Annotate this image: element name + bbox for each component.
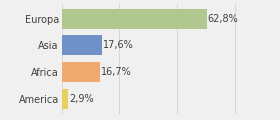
- Bar: [62, 35, 102, 55]
- Bar: [62, 89, 68, 109]
- Text: 62,8%: 62,8%: [208, 14, 239, 24]
- Text: 16,7%: 16,7%: [101, 67, 132, 77]
- Bar: [62, 9, 207, 29]
- Text: 17,6%: 17,6%: [103, 40, 134, 50]
- Bar: [62, 62, 100, 82]
- Text: 2,9%: 2,9%: [69, 94, 94, 104]
